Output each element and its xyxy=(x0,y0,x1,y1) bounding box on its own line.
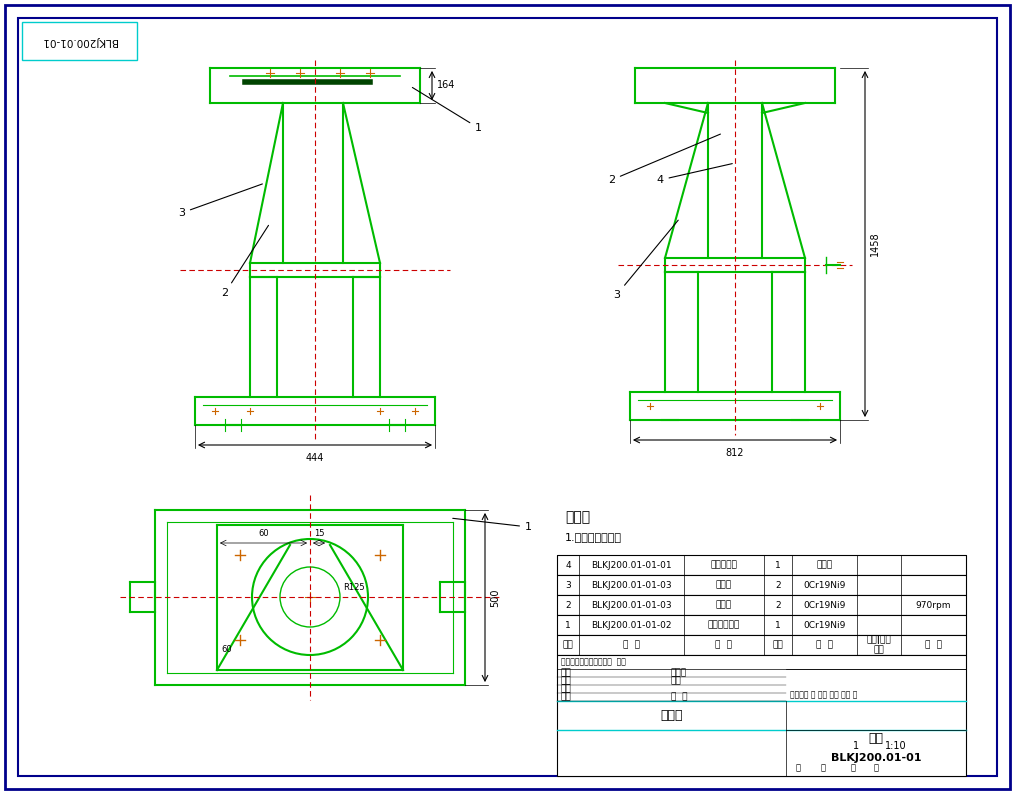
Text: 1: 1 xyxy=(565,620,570,630)
Text: 单件|总计
重量: 单件|总计 重量 xyxy=(867,635,891,655)
Text: 500: 500 xyxy=(490,588,500,607)
Text: BLKJ200.01-01: BLKJ200.01-01 xyxy=(42,36,117,46)
Text: R125: R125 xyxy=(343,583,364,592)
Text: 机架尺寸图: 机架尺寸图 xyxy=(710,561,738,569)
Text: BLKJ200.01-01: BLKJ200.01-01 xyxy=(830,753,922,763)
Text: 2: 2 xyxy=(565,600,570,610)
Text: 审核: 审核 xyxy=(561,684,571,693)
Text: BLKJ200.01-01-03: BLKJ200.01-01-03 xyxy=(591,600,672,610)
Text: 标记处数更改文件号签字  日期: 标记处数更改文件号签字 日期 xyxy=(561,657,626,666)
Text: 数量: 数量 xyxy=(772,641,784,649)
Text: 1:10: 1:10 xyxy=(885,741,906,751)
Bar xyxy=(557,575,966,595)
Text: 共: 共 xyxy=(796,764,801,773)
Text: 备  注: 备 注 xyxy=(925,641,942,649)
Text: 名  称: 名 称 xyxy=(716,641,733,649)
Text: 3: 3 xyxy=(565,580,570,589)
Text: 页: 页 xyxy=(821,764,826,773)
Text: 1458: 1458 xyxy=(870,232,880,256)
Bar xyxy=(557,655,966,776)
Text: 日  期: 日 期 xyxy=(671,692,687,701)
Bar xyxy=(557,615,966,635)
Text: 0Cr19Ni9: 0Cr19Ni9 xyxy=(803,580,845,589)
Text: 60: 60 xyxy=(258,529,269,538)
Bar xyxy=(22,22,137,60)
Text: 页: 页 xyxy=(874,764,879,773)
Text: 序号: 序号 xyxy=(562,641,573,649)
Text: 1: 1 xyxy=(775,561,781,569)
Text: 3: 3 xyxy=(178,184,263,218)
Text: 444: 444 xyxy=(306,453,324,463)
Text: 1: 1 xyxy=(453,518,532,532)
Text: 支樻板: 支樻板 xyxy=(716,580,732,589)
Text: 970rpm: 970rpm xyxy=(916,600,951,610)
Text: 3: 3 xyxy=(613,220,678,300)
Text: 0Cr19Ni9: 0Cr19Ni9 xyxy=(803,620,845,630)
Text: BLKJ200.01-01-01: BLKJ200.01-01-01 xyxy=(591,561,672,569)
Text: 代  号: 代 号 xyxy=(623,641,640,649)
Text: 图样标记 数 量重 量重 量比 例: 图样标记 数 量重 量重 量比 例 xyxy=(790,690,858,699)
Text: 设计: 设计 xyxy=(561,669,571,677)
Text: 上固定板部件: 上固定板部件 xyxy=(707,620,740,630)
Text: 1.焊接抛光处理。: 1.焊接抛光处理。 xyxy=(565,532,622,542)
Text: BLKJ200.01-01-02: BLKJ200.01-01-02 xyxy=(592,620,672,630)
Text: 审定: 审定 xyxy=(671,676,682,685)
Text: BLKJ200.01-01-03: BLKJ200.01-01-03 xyxy=(591,580,672,589)
Bar xyxy=(557,635,966,655)
Text: 焊接件: 焊接件 xyxy=(661,709,683,722)
Text: 15: 15 xyxy=(314,529,324,538)
Text: 支樻板: 支樻板 xyxy=(716,600,732,610)
Text: 0Cr19Ni9: 0Cr19Ni9 xyxy=(803,600,845,610)
Text: 注意：: 注意： xyxy=(565,510,590,524)
Text: 工艺: 工艺 xyxy=(561,692,571,701)
Text: 2: 2 xyxy=(775,580,781,589)
Text: 2: 2 xyxy=(221,225,269,298)
Text: 164: 164 xyxy=(437,80,456,91)
Text: 1: 1 xyxy=(412,87,482,133)
Text: 2: 2 xyxy=(608,134,721,185)
Text: 2: 2 xyxy=(775,600,781,610)
Text: 1: 1 xyxy=(853,741,859,751)
Text: 第: 第 xyxy=(851,764,856,773)
Text: 1: 1 xyxy=(775,620,781,630)
Text: 60: 60 xyxy=(221,646,232,654)
Text: 标准化: 标准化 xyxy=(671,669,687,677)
Bar xyxy=(557,595,966,615)
Bar xyxy=(557,555,966,575)
Text: 机架: 机架 xyxy=(869,732,883,745)
Text: 校对: 校对 xyxy=(561,676,571,685)
Text: 4: 4 xyxy=(565,561,570,569)
Text: 4: 4 xyxy=(657,164,732,185)
Text: 焊接件: 焊接件 xyxy=(816,561,832,569)
Text: 812: 812 xyxy=(726,448,744,458)
Text: 材  料: 材 料 xyxy=(816,641,833,649)
